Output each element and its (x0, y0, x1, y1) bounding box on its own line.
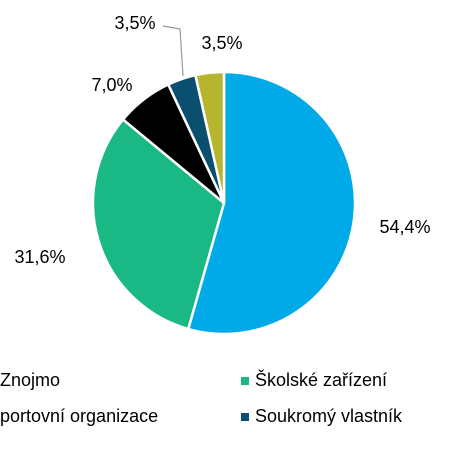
legend-label: Školské zařízení (255, 369, 387, 390)
pie-slice (91, 117, 226, 331)
legend-marker (241, 377, 249, 385)
legend-label: Znojmo (0, 370, 60, 390)
legend-label: Soukromý vlastník (255, 406, 403, 426)
leader-line (162, 25, 184, 77)
legend-label: portovní organizace (0, 406, 158, 426)
pie-slice (193, 70, 226, 204)
data-label: 31,6% (14, 247, 65, 267)
data-label: 3,5% (201, 33, 242, 53)
data-label: 54,4% (379, 217, 430, 237)
data-label: 3,5% (114, 13, 155, 33)
pie-slice (186, 70, 357, 336)
data-label: 7,0% (91, 75, 132, 95)
legend-marker (241, 413, 249, 421)
